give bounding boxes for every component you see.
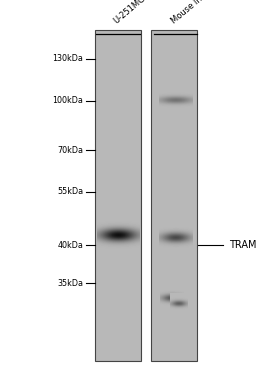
Bar [95,30,141,361]
Text: 130kDa: 130kDa [52,54,83,63]
Bar [151,30,197,361]
Text: 100kDa: 100kDa [52,96,83,105]
Text: 55kDa: 55kDa [57,187,83,196]
Text: U-251MG: U-251MG [112,0,147,26]
Text: 70kDa: 70kDa [57,146,83,155]
Text: TRAM1: TRAM1 [229,240,256,250]
Text: Mouse liver: Mouse liver [169,0,212,26]
Text: 35kDa: 35kDa [57,279,83,288]
Text: 40kDa: 40kDa [57,241,83,250]
